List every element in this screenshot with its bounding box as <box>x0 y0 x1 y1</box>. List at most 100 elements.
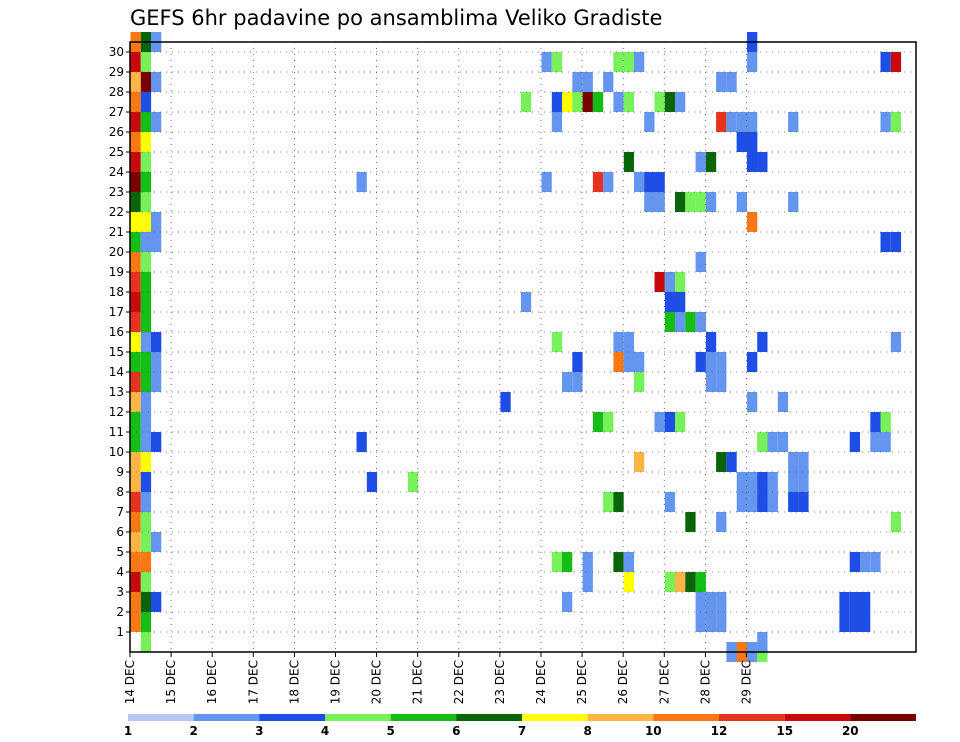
heatmap-cell <box>623 552 634 572</box>
heatmap-cell <box>747 492 758 512</box>
heatmap-cell <box>151 72 162 92</box>
heatmap-cell <box>705 352 717 372</box>
y-tick-label: 9 <box>116 465 124 479</box>
heatmap-cell <box>140 592 152 612</box>
heatmap-cell <box>788 472 799 492</box>
legend-swatch <box>653 714 719 721</box>
heatmap-cell <box>140 132 152 152</box>
heatmap-cell <box>705 152 717 172</box>
x-tick-label: 24 DEC <box>534 660 548 704</box>
heatmap-cell <box>562 92 573 112</box>
heatmap-cell <box>634 52 645 72</box>
heatmap-cell <box>130 172 141 192</box>
heatmap-cell <box>798 452 809 472</box>
heatmap-cell <box>880 412 891 432</box>
heatmap-cell <box>798 492 809 512</box>
heatmap-cell <box>140 52 152 72</box>
legend-label: 10 <box>645 724 662 738</box>
heatmap-cell <box>695 592 706 612</box>
legend-swatch <box>850 714 916 721</box>
x-tick-label: 18 DEC <box>287 660 301 704</box>
heatmap-cell <box>541 172 552 192</box>
heatmap-cell <box>356 172 367 192</box>
heatmap-cell <box>140 572 152 592</box>
heatmap-cell <box>747 112 758 132</box>
heatmap-cell <box>798 472 809 492</box>
heatmap-cell <box>777 412 789 432</box>
heatmap-cell <box>716 112 727 132</box>
heatmap-cell <box>562 592 573 612</box>
heatmap-cell <box>695 312 706 332</box>
heatmap-cell <box>716 612 727 632</box>
heatmap-cell <box>130 252 141 272</box>
y-tick-label: 29 <box>109 65 124 79</box>
heatmap-cell <box>695 572 706 592</box>
heatmap-cell <box>747 392 758 412</box>
heatmap-cell <box>130 92 141 112</box>
heatmap-cell <box>140 632 152 652</box>
heatmap-cell <box>849 612 860 632</box>
heatmap-cell <box>130 272 141 292</box>
x-tick-label: 27 DEC <box>657 660 671 704</box>
heatmap-cell <box>705 192 717 212</box>
heatmap-cell <box>685 312 696 332</box>
legend-label: 15 <box>776 724 793 738</box>
heatmap-cell <box>140 532 152 552</box>
y-tick-label: 23 <box>109 185 124 199</box>
heatmap-cell <box>716 372 727 392</box>
heatmap-cell <box>788 192 799 212</box>
heatmap-cell <box>757 472 768 492</box>
heatmap-cell <box>572 352 583 372</box>
heatmap-cell <box>151 112 162 132</box>
legend-label: 2 <box>190 724 198 738</box>
heatmap-cell <box>747 52 758 72</box>
heatmap-cell <box>880 112 891 132</box>
heatmap-cell <box>890 512 902 532</box>
heatmap-cell <box>757 412 768 432</box>
legend-label: 12 <box>711 724 728 738</box>
y-tick-label: 8 <box>116 485 124 499</box>
heatmap-cell <box>747 132 758 152</box>
heatmap-cell <box>890 232 902 252</box>
heatmap-cell <box>130 392 141 412</box>
heatmap-cell <box>695 352 706 372</box>
y-tick-label: 28 <box>109 85 124 99</box>
heatmap-cell <box>736 192 747 212</box>
heatmap-cell <box>130 112 141 132</box>
heatmap-cell <box>551 112 563 132</box>
heatmap-cell <box>726 72 737 92</box>
heatmap-cell <box>551 52 563 72</box>
heatmap-cell <box>623 352 634 372</box>
heatmap-cell <box>860 592 871 612</box>
heatmap-cell <box>736 472 747 492</box>
y-tick-label: 13 <box>109 385 124 399</box>
x-tick-label: 26 DEC <box>616 660 630 704</box>
heatmap-cell <box>860 552 871 572</box>
heatmap-cell <box>140 212 152 232</box>
heatmap-cell <box>705 112 717 132</box>
heatmap-cell <box>130 152 141 172</box>
y-tick-label: 27 <box>109 105 124 119</box>
heatmap-cell <box>757 492 768 512</box>
heatmap-cell <box>140 432 152 452</box>
heatmap-cell <box>675 572 686 592</box>
heatmap-cell <box>130 572 141 592</box>
heatmap-cell <box>716 452 727 472</box>
legend-label: 8 <box>584 724 592 738</box>
heatmap-cell <box>151 432 162 452</box>
heatmap-cell <box>592 92 604 112</box>
heatmap-cell <box>644 172 655 192</box>
heatmap-cell <box>634 452 645 472</box>
heatmap-cell <box>664 412 676 432</box>
chart-title: GEFS 6hr padavine po ansamblima Veliko G… <box>130 6 662 30</box>
heatmap-cell <box>675 92 686 112</box>
x-tick-label: 15 DEC <box>164 660 178 704</box>
heatmap-cell <box>675 412 686 432</box>
heatmap-cell <box>613 332 624 352</box>
heatmap-cell <box>562 372 573 392</box>
heatmap-cell <box>726 452 737 472</box>
y-tick-label: 15 <box>109 345 124 359</box>
heatmap-cell <box>654 412 665 432</box>
legend-swatch <box>390 714 457 721</box>
heatmap-cell <box>870 552 881 572</box>
